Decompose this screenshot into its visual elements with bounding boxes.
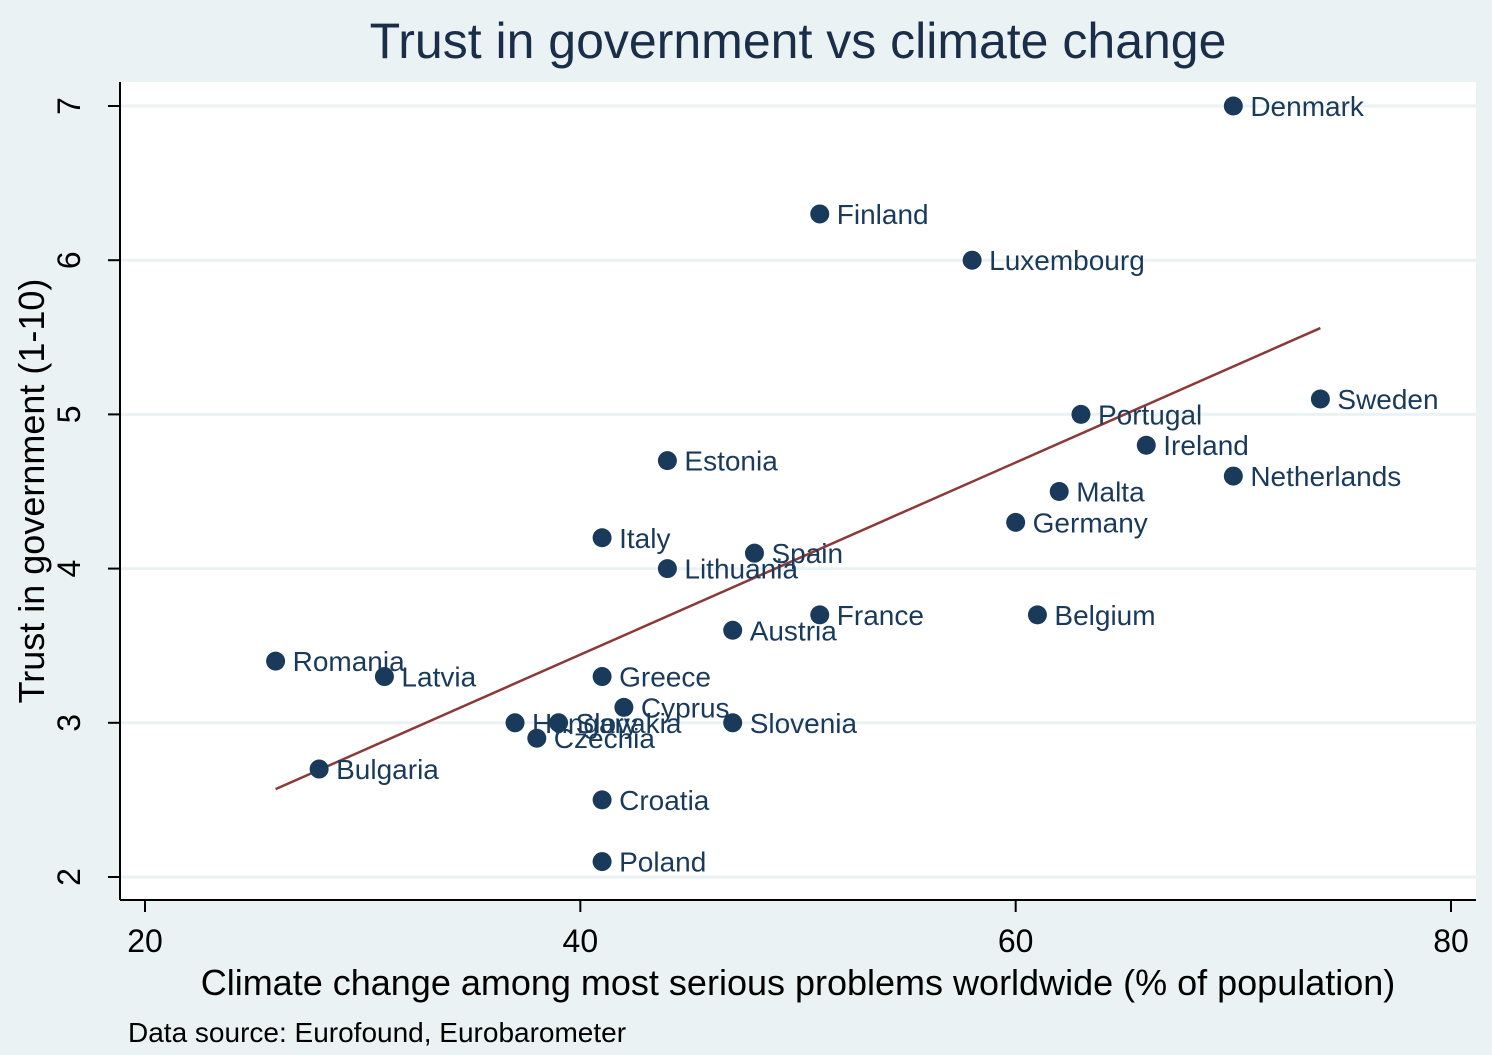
x-axis-title: Climate change among most serious proble…	[201, 962, 1396, 1003]
data-point	[592, 667, 612, 687]
point-label: Poland	[619, 847, 706, 878]
point-label: Ireland	[1163, 430, 1249, 461]
data-point	[810, 204, 830, 224]
data-point	[549, 713, 569, 733]
fit-line	[275, 326, 1321, 791]
data-point	[309, 759, 329, 779]
data-point	[810, 605, 830, 625]
point-label: Germany	[1033, 507, 1148, 538]
y-tick-label: 5	[51, 406, 87, 424]
x-tick-label: 60	[998, 923, 1034, 959]
data-point	[723, 620, 743, 640]
point-label: Austria	[750, 615, 838, 646]
fit-line-group	[275, 326, 1321, 791]
data-point	[592, 790, 612, 810]
point-label: Malta	[1076, 477, 1145, 508]
point-label: Portugal	[1098, 399, 1202, 430]
grid	[120, 104, 1476, 879]
data-point	[1006, 512, 1026, 532]
point-label: Greece	[619, 662, 711, 693]
y-tick-label: 4	[51, 560, 87, 578]
point-label: Finland	[837, 199, 929, 230]
point-label: Denmark	[1250, 91, 1365, 122]
data-point	[1310, 389, 1330, 409]
data-point	[962, 250, 982, 270]
data-point	[266, 651, 286, 671]
point-label: Sweden	[1337, 384, 1438, 415]
axes: 2 3 4 5 6 7 20 40 60 80	[51, 82, 1476, 959]
y-axis-title: Trust in government (1-10)	[11, 279, 52, 704]
data-point	[1027, 605, 1047, 625]
y-tick-label: 7	[51, 97, 87, 115]
data-point	[723, 713, 743, 733]
point-label: Cyprus	[641, 692, 730, 723]
point-label: Czechia	[554, 723, 656, 754]
data-source-note: Data source: Eurofound, Eurobarometer	[128, 1017, 626, 1048]
point-label: Belgium	[1054, 600, 1155, 631]
x-tick-label: 80	[1433, 923, 1469, 959]
data-point	[1071, 404, 1091, 424]
data-point	[744, 543, 764, 563]
data-point	[1223, 96, 1243, 116]
y-tick-label: 6	[51, 251, 87, 269]
data-point	[505, 713, 525, 733]
data-point	[657, 559, 677, 579]
data-point	[592, 852, 612, 872]
point-label: France	[837, 600, 924, 631]
point-label: Italy	[619, 523, 670, 554]
point-label: Luxembourg	[989, 245, 1145, 276]
point-label: Slovakia	[576, 708, 682, 739]
y-tick-label: 3	[51, 714, 87, 732]
point-label: Latvia	[401, 662, 476, 693]
chart-title: Trust in government vs climate change	[370, 13, 1227, 69]
data-point	[1136, 435, 1156, 455]
data-point	[592, 528, 612, 548]
plot-area	[120, 82, 1476, 900]
points-group: Denmark Finland Luxembourg Sweden PortugalIr…	[266, 91, 1439, 878]
point-label: Estonia	[684, 446, 778, 477]
point-label: Spain	[771, 538, 843, 569]
data-point	[374, 667, 394, 687]
data-point	[527, 728, 547, 748]
y-tick-label: 2	[51, 868, 87, 886]
point-label: Bulgaria	[336, 754, 439, 785]
point-label: Slovenia	[750, 708, 858, 739]
point-label: Netherlands	[1250, 461, 1401, 492]
x-tick-label: 20	[127, 923, 163, 959]
point-label: Lithuania	[684, 554, 798, 585]
data-point	[1049, 482, 1069, 501]
data-point	[1223, 466, 1243, 486]
x-tick-label: 40	[563, 923, 599, 959]
data-point	[657, 451, 677, 471]
point-label: Croatia	[619, 785, 710, 816]
data-point	[614, 697, 634, 717]
